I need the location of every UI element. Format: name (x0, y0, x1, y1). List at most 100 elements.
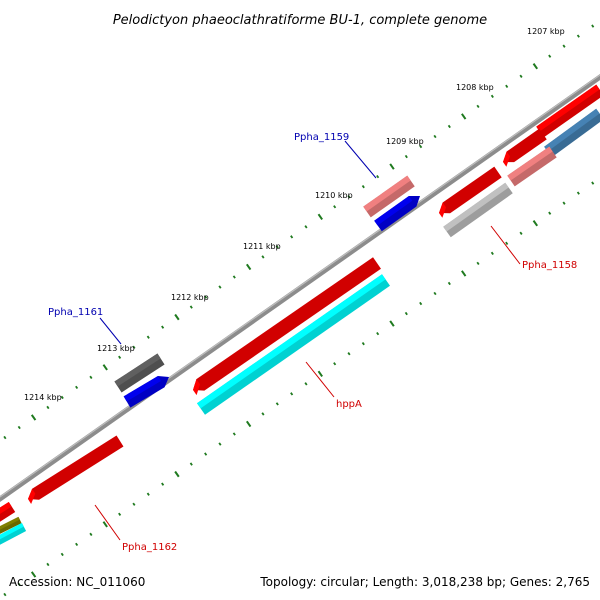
feature-top-right-red (536, 84, 600, 138)
feature-red-1162 (28, 435, 124, 504)
tick-mark (576, 34, 580, 38)
tick-mark (447, 124, 451, 129)
tick-mark (232, 275, 236, 279)
tick-mark (591, 24, 595, 28)
feature-blue-1161-highlight (123, 376, 161, 402)
tick-mark (333, 362, 337, 366)
tick-mark (174, 470, 180, 478)
kbp-label: 1210 kbp (315, 191, 353, 200)
tick-mark (46, 562, 50, 567)
feature-red-1157-body (503, 128, 547, 163)
gene-label-ppha-1158: Ppha_1158 (522, 260, 577, 271)
tick-mark (189, 462, 193, 466)
tick-mark (389, 320, 395, 327)
tick-mark (519, 231, 523, 235)
label-leader-line (344, 140, 377, 179)
tick-mark (204, 295, 208, 299)
tick-mark (75, 542, 79, 547)
tick-mark (161, 325, 165, 329)
feature-darkgray-1161 (114, 353, 165, 393)
tick-mark (317, 370, 323, 377)
label-leader-line (305, 361, 335, 398)
tick-mark (46, 405, 50, 410)
tick-labels: 1207 kbp 1208 kbp 1209 kbp 1210 kbp 1211 kbp… (24, 27, 565, 402)
tick-rows (3, 24, 595, 597)
feature-hppa-body (193, 257, 381, 391)
tick-mark (476, 261, 480, 266)
summary-text: Topology: circular; Length: 3,018,238 bp… (259, 575, 590, 589)
tick-mark (146, 492, 150, 496)
tick-mark (189, 305, 193, 309)
kbp-label: 1213 kbp (97, 344, 135, 353)
accession-text: Accession: NC_011060 (9, 575, 145, 589)
gene-label-ppha-1159: Ppha_1159 (294, 132, 349, 143)
feature-red-1162-highlight (28, 488, 36, 504)
feature-cyan-hppa-highlight (196, 274, 386, 409)
feature-pink-1157-highlight (507, 146, 553, 181)
tick-mark (562, 201, 566, 205)
tick-mark (419, 301, 423, 306)
feature-blue-1161-body (123, 376, 169, 408)
tick-mark (404, 154, 408, 159)
kbp-label: 1211 kbp (243, 242, 281, 251)
tick-mark (118, 355, 122, 359)
tick-mark (461, 270, 467, 277)
tick-mark (562, 44, 566, 48)
tick-mark (419, 144, 423, 149)
tick-mark (361, 185, 365, 189)
tick-mark (161, 482, 165, 486)
gene-label-hppa: hppA (336, 399, 362, 410)
tick-mark (275, 402, 279, 406)
tick-mark (304, 382, 308, 386)
tick-mark (218, 285, 222, 289)
tick-mark (532, 63, 539, 70)
tick-mark (317, 213, 323, 220)
tick-mark (102, 364, 108, 371)
tick-mark (75, 385, 79, 390)
feature-gray-1158-highlight (443, 182, 509, 232)
tick-mark (519, 74, 523, 78)
tick-mark (347, 195, 351, 199)
feature-pink-1159-highlight (363, 175, 411, 212)
tick-mark (60, 552, 64, 557)
tick-mark (89, 532, 93, 537)
feature-darkgray-1161-highlight (114, 353, 161, 387)
feature-edge-olive (0, 516, 22, 534)
tick-mark (261, 255, 265, 259)
feature-red-1158 (439, 166, 502, 218)
tick-mark (505, 84, 509, 88)
tick-mark (389, 163, 395, 170)
tick-mark (3, 435, 7, 440)
tick-mark (447, 281, 451, 286)
feature-steelblue (544, 108, 600, 158)
feature-edge-olive-highlight (0, 516, 20, 530)
tick-mark (290, 235, 294, 239)
feature-red-1158-body (439, 166, 502, 214)
feature-red-1162-body (28, 435, 124, 500)
tick-mark (532, 220, 539, 227)
kbp-label: 1209 kbp (386, 137, 424, 146)
feature-steelblue-highlight (544, 108, 600, 152)
map-title: Pelodictyon phaeoclathratiforme BU-1, co… (113, 13, 487, 28)
gene-label-ppha-1161: Ppha_1161 (48, 307, 103, 318)
kbp-label: 1212 kbp (171, 293, 209, 302)
feature-blue-1159-highlight (374, 195, 413, 226)
tick-mark (376, 174, 380, 179)
feature-blue-1159 (374, 195, 420, 232)
tick-mark (204, 452, 208, 456)
feature-gray-1158 (443, 182, 513, 238)
feature-edge-red-highlight (0, 501, 12, 514)
tick-mark (548, 211, 552, 215)
feature-edge-cyan-highlight (0, 523, 24, 540)
feature-cyan-hppa (196, 274, 391, 415)
tick-mark (232, 432, 236, 436)
tick-mark (132, 345, 136, 349)
tick-mark (576, 191, 580, 195)
feature-hppa (193, 257, 381, 396)
tick-mark (3, 592, 7, 597)
features (0, 84, 600, 545)
tick-mark (490, 94, 494, 99)
tick-mark (404, 311, 408, 316)
tick-mark (30, 414, 37, 421)
